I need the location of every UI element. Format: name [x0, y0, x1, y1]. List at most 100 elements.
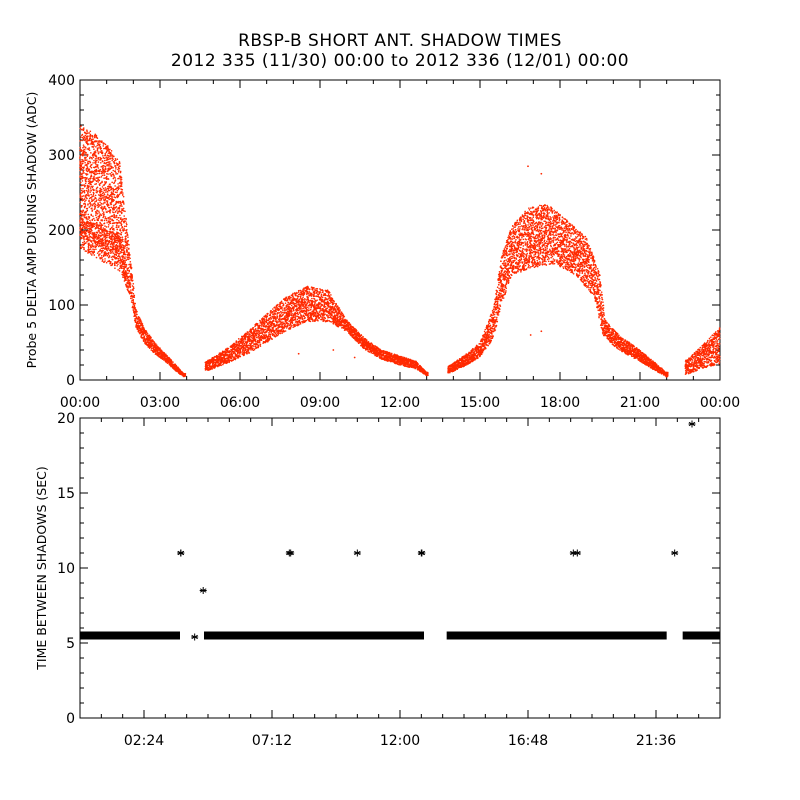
data-point [90, 166, 93, 169]
data-point [108, 187, 110, 190]
data-point [133, 296, 136, 299]
data-point [104, 187, 107, 189]
data-point [91, 209, 94, 211]
data-point [81, 246, 84, 248]
data-point [82, 187, 84, 190]
data-point [281, 308, 283, 310]
data-point [79, 172, 82, 175]
x-tick-label: 09:00 [300, 395, 340, 411]
data-point [133, 294, 136, 297]
data-point [303, 315, 306, 318]
data-point [83, 213, 86, 215]
data-point [101, 174, 104, 177]
data-point [100, 223, 103, 225]
data-point [136, 313, 138, 316]
data-point [96, 137, 99, 140]
data-point [115, 173, 117, 175]
data-point [273, 314, 275, 316]
data-point [140, 319, 142, 322]
data-point [299, 289, 302, 292]
data-point [103, 213, 105, 215]
data-point [304, 316, 306, 319]
data-point [256, 336, 258, 339]
data-point [123, 249, 125, 251]
data-point [238, 354, 241, 356]
data-point [93, 198, 96, 200]
data-point [116, 226, 118, 228]
data-point [104, 170, 107, 173]
data-point [102, 191, 105, 194]
data-point [264, 322, 266, 324]
data-point [109, 211, 111, 214]
data-point [95, 161, 97, 164]
data-point [107, 226, 110, 228]
data-point [122, 200, 125, 203]
data-point [120, 265, 123, 268]
data-point [95, 211, 98, 213]
data-point [90, 222, 93, 225]
data-point [241, 343, 244, 346]
data-point [272, 308, 274, 310]
data-point [96, 227, 98, 229]
data-point [85, 199, 87, 202]
data-point [249, 333, 251, 336]
data-point [112, 225, 114, 227]
data-point [80, 149, 83, 152]
data-point [80, 164, 83, 167]
x-tick-label: 15:00 [460, 395, 500, 411]
data-point [103, 242, 105, 244]
data-point [79, 201, 82, 204]
data-point [98, 184, 101, 187]
data-point [94, 150, 97, 152]
data-point [84, 148, 86, 151]
data-point [93, 237, 95, 240]
data-point [86, 240, 88, 243]
data-point [107, 230, 109, 233]
data-point [132, 287, 135, 290]
data-point [87, 192, 89, 195]
data-point [92, 189, 95, 192]
data-point [94, 203, 97, 206]
data-point [82, 220, 84, 223]
data-point [107, 224, 110, 226]
data-point [308, 288, 311, 291]
data-point [109, 183, 111, 185]
data-point [99, 199, 101, 202]
data-point [299, 305, 302, 308]
data-point [239, 355, 242, 358]
data-point [300, 315, 303, 318]
data-point [287, 318, 289, 321]
data-point [295, 305, 298, 308]
data-point [117, 257, 120, 260]
data-point [94, 219, 96, 222]
data-point [269, 330, 271, 333]
data-point [80, 167, 83, 170]
data-point [125, 265, 127, 268]
data-point [89, 135, 92, 138]
data-point [94, 245, 96, 247]
data-point [302, 304, 305, 307]
data-point [276, 315, 279, 318]
data-point [113, 243, 115, 245]
x-tick-label: 00:00 [60, 395, 100, 411]
data-point [85, 167, 88, 170]
data-point [90, 241, 93, 243]
data-point [305, 304, 308, 307]
data-point [106, 211, 108, 214]
data-point [125, 264, 128, 266]
data-point [95, 146, 97, 148]
data-point [286, 325, 289, 327]
data-point [113, 208, 115, 211]
data-point [127, 272, 130, 274]
data-point [85, 233, 87, 235]
data-point [100, 176, 103, 178]
data-point [100, 147, 103, 150]
data-point [122, 238, 124, 241]
data-point [118, 167, 121, 170]
data-point [273, 333, 275, 335]
data-point [81, 195, 84, 198]
data-point [90, 185, 93, 188]
data-point [104, 216, 107, 218]
data-point [81, 215, 83, 218]
data-point [128, 247, 130, 250]
